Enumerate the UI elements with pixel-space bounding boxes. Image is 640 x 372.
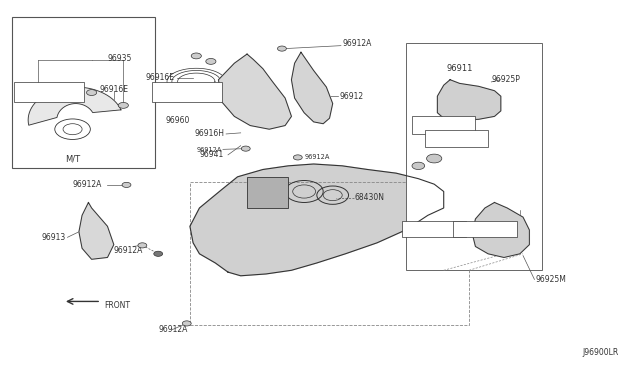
Circle shape: [241, 146, 250, 151]
Text: 96925M: 96925M: [536, 275, 566, 284]
Text: SEC.25I: SEC.25I: [432, 121, 455, 125]
Text: (25371D): (25371D): [420, 230, 449, 235]
Text: M/T: M/T: [65, 155, 80, 164]
Text: 96912A: 96912A: [196, 147, 221, 154]
Text: (2831B): (2831B): [473, 230, 497, 235]
Text: <25910>: <25910>: [34, 93, 64, 97]
Bar: [406, 43, 542, 270]
Text: 96912A: 96912A: [158, 325, 188, 334]
Polygon shape: [79, 202, 114, 259]
Text: SEC.25I: SEC.25I: [445, 135, 468, 140]
Text: SEC.280: SEC.280: [422, 224, 447, 229]
Polygon shape: [437, 80, 501, 120]
Text: 96935: 96935: [108, 54, 132, 63]
Polygon shape: [472, 202, 529, 257]
Bar: [14, 81, 84, 102]
Circle shape: [293, 155, 302, 160]
Circle shape: [33, 93, 43, 99]
Circle shape: [86, 90, 97, 96]
Text: J96900LR: J96900LR: [582, 348, 618, 357]
Polygon shape: [218, 54, 291, 129]
Text: <25910>: <25910>: [172, 93, 202, 97]
Bar: [412, 116, 476, 134]
Text: 96912A: 96912A: [72, 180, 102, 189]
Text: 96912A: 96912A: [304, 154, 330, 160]
Text: (25312M): (25312M): [442, 140, 471, 145]
Text: 68430N: 68430N: [355, 193, 385, 202]
Text: SEC.25I: SEC.25I: [37, 87, 61, 93]
Polygon shape: [28, 87, 121, 125]
Bar: [453, 221, 516, 237]
Text: 96912: 96912: [339, 92, 363, 101]
Circle shape: [122, 182, 131, 187]
Text: 96911: 96911: [446, 64, 473, 73]
Bar: [152, 81, 221, 102]
Text: 96916H: 96916H: [195, 129, 225, 138]
Text: 96913: 96913: [42, 233, 66, 242]
Text: 96916E: 96916E: [99, 85, 128, 94]
Bar: [190, 182, 469, 325]
Circle shape: [191, 53, 202, 59]
Circle shape: [118, 102, 129, 108]
Circle shape: [412, 162, 425, 170]
Circle shape: [427, 154, 442, 163]
Polygon shape: [291, 52, 333, 124]
Text: 96916E: 96916E: [145, 73, 174, 83]
Bar: [403, 221, 466, 237]
Text: FRONT: FRONT: [104, 301, 131, 310]
Text: SEC.25I: SEC.25I: [175, 87, 198, 93]
Text: 96960: 96960: [165, 116, 189, 125]
Text: 96912A: 96912A: [342, 39, 372, 48]
Circle shape: [278, 46, 286, 51]
Polygon shape: [190, 164, 444, 276]
Bar: [425, 130, 488, 147]
Circle shape: [138, 243, 147, 248]
Bar: [12, 17, 155, 168]
Text: 96925P: 96925P: [492, 75, 520, 84]
Circle shape: [154, 251, 163, 256]
Text: 96912A: 96912A: [114, 246, 143, 254]
Text: (25336M): (25336M): [429, 126, 458, 131]
Text: 96941: 96941: [200, 150, 224, 159]
Text: SEC.280: SEC.280: [472, 224, 497, 229]
Bar: [247, 177, 288, 208]
Circle shape: [206, 58, 216, 64]
Circle shape: [182, 321, 191, 326]
